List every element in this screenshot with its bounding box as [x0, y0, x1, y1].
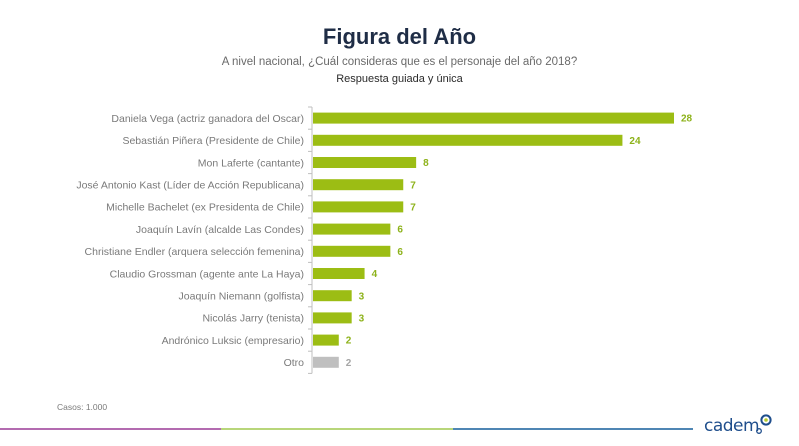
bar [313, 157, 417, 168]
logo-small-circle [756, 428, 762, 434]
value-label: 28 [681, 114, 693, 125]
category-label: Daniela Vega (actriz ganadora del Oscar) [111, 113, 304, 125]
bar [313, 356, 339, 368]
bar [313, 134, 623, 146]
cases-note: Casos: 1.000 [57, 402, 108, 412]
bar [313, 112, 674, 124]
category-label: José Antonio Kast (Líder de Acción Repub… [76, 180, 304, 192]
category-label: Joaquín Niemann (golfista) [179, 291, 304, 303]
logo-mark [756, 414, 772, 434]
category-label: Otro [284, 357, 305, 369]
footer-stripe-green [221, 428, 453, 430]
value-label: 6 [397, 225, 403, 236]
category-label: Michelle Bachelet (ex Presidenta de Chil… [106, 202, 304, 214]
logo-text: cadem [704, 416, 760, 436]
footer-stripe-blue [453, 428, 693, 430]
logo-big-circle [760, 414, 772, 426]
value-label: 2 [346, 336, 352, 347]
bar [313, 223, 391, 235]
value-label: 3 [359, 291, 365, 302]
value-label: 7 [410, 203, 416, 214]
category-label: Joaquín Lavín (alcalde Las Condes) [136, 224, 304, 236]
bar [313, 268, 365, 279]
logo-dot [764, 418, 768, 422]
bar [313, 201, 404, 213]
category-label: Claudio Grossman (agente ante La Haya) [110, 268, 304, 280]
value-label: 8 [423, 158, 429, 169]
category-label: Mon Laferte (cantante) [198, 157, 304, 169]
value-label: 6 [397, 247, 403, 258]
value-label: 4 [372, 269, 378, 280]
value-label: 24 [629, 136, 641, 147]
cadem-logo: cadem [704, 412, 784, 438]
bar [313, 312, 352, 324]
category-label: Sebastián Piñera (Presidente de Chile) [122, 135, 304, 147]
bar-chart: Daniela Vega (actriz ganadora del Oscar)… [76, 106, 693, 374]
value-label: 3 [359, 314, 365, 325]
footer-stripe-purple [0, 428, 221, 430]
bar [313, 290, 352, 302]
category-label: Christiane Endler (arquera selección fem… [85, 246, 304, 258]
chart-subtitle: A nivel nacional, ¿Cuál consideras que e… [221, 56, 578, 68]
bar [313, 245, 391, 257]
y-axis [308, 106, 313, 374]
value-label: 7 [410, 180, 416, 191]
value-label: 2 [346, 358, 352, 369]
category-labels: Daniela Vega (actriz ganadora del Oscar)… [76, 113, 304, 369]
bars [313, 112, 674, 368]
bar [313, 334, 339, 346]
chart-title: Figura del Año [322, 24, 477, 49]
bar [313, 179, 404, 191]
category-label: Andrónico Luksic (empresario) [162, 335, 304, 347]
chart-note: Respuesta guiada y única [336, 73, 463, 85]
category-label: Nicolás Jarry (tenista) [202, 313, 304, 325]
